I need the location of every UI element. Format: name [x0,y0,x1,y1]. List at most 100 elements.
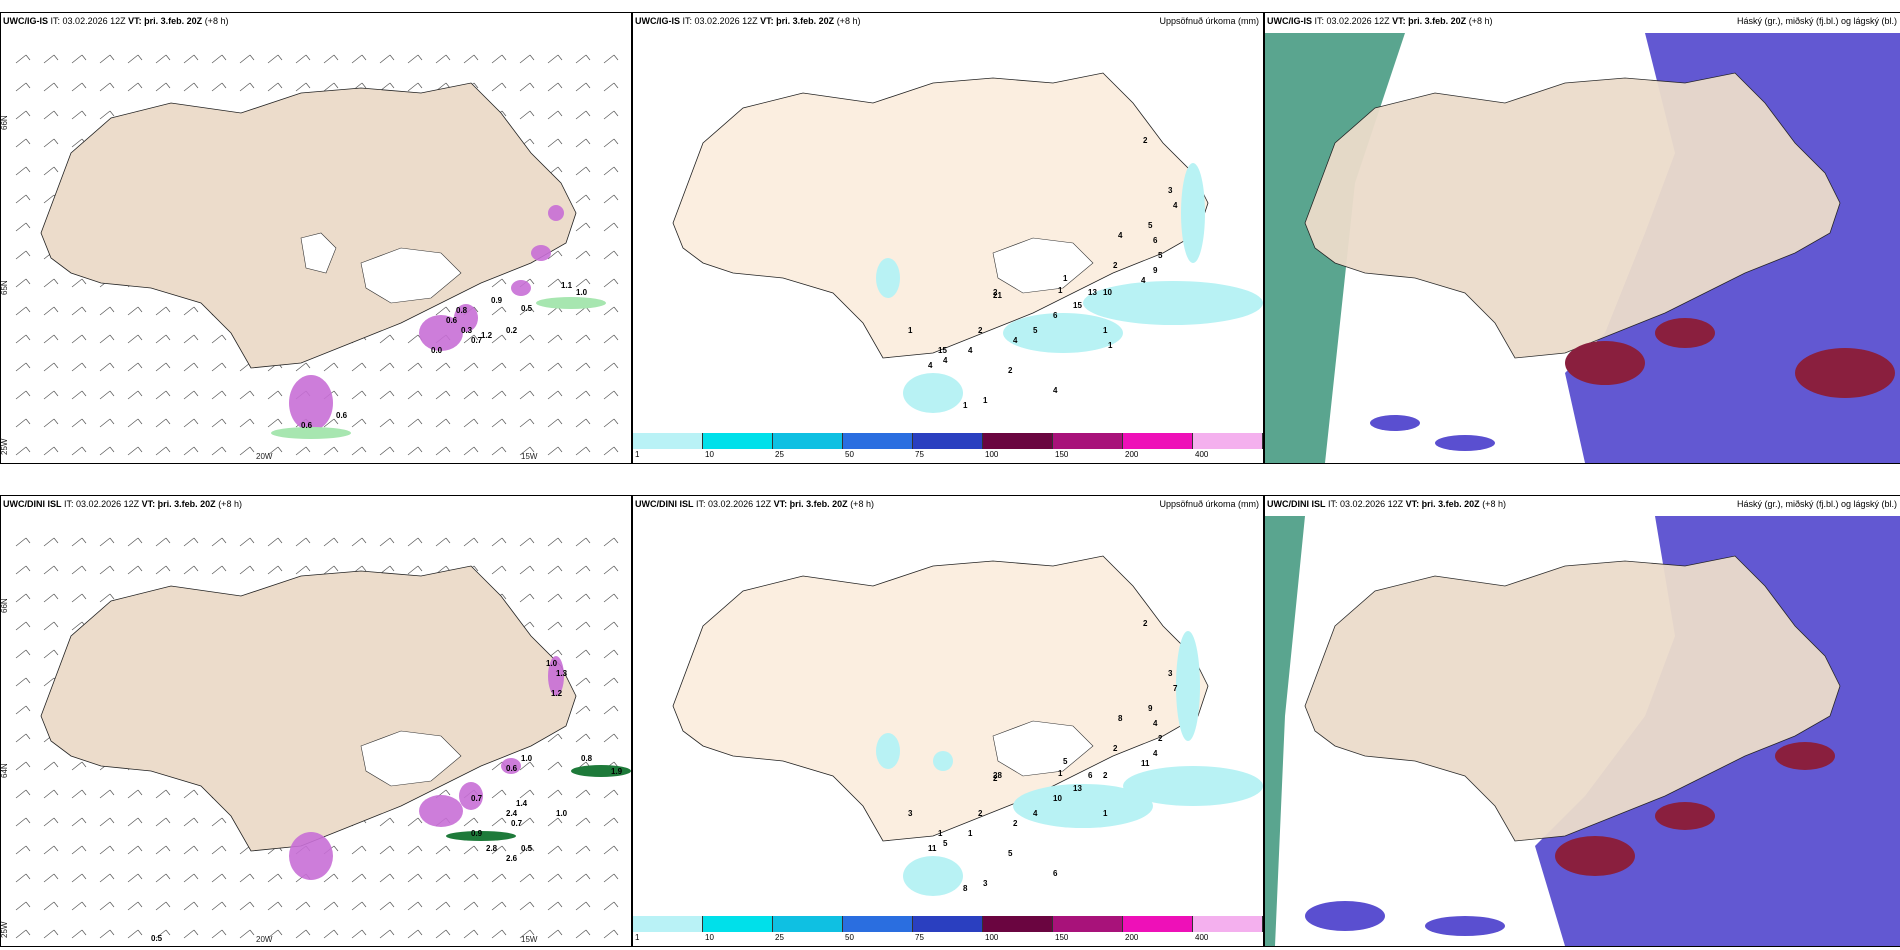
wind-barb [267,390,279,400]
wind-barb-tick [585,873,591,880]
wind-barb [491,901,503,911]
wind-barb [15,250,27,260]
wind-barb-tick [389,873,395,880]
wind-barb-tick [501,929,507,936]
wind-barb [155,54,167,64]
value-label: 10 [1103,288,1112,297]
wind-barb [267,901,279,911]
wind-barb [575,705,587,715]
wind-barb [575,166,587,176]
wind-barb [267,565,279,575]
wind-barb-tick [585,418,591,425]
colorbar-cell [1053,433,1123,449]
wind-barb-tick [529,362,535,369]
wind-barb [71,418,83,428]
wind-barb [71,278,83,288]
wind-barb [15,82,27,92]
wind-barb-tick [137,565,143,572]
cloud-dark [1555,742,1835,876]
wind-barb [127,334,139,344]
wind-barb-tick [193,537,199,544]
wind-barb-tick [389,537,395,544]
wind-barb-tick [501,334,507,341]
wind-barb-tick [473,82,479,89]
cloud-blue-patches [1370,415,1495,451]
wind-barb [211,54,223,64]
wind-barb [15,334,27,344]
colorbar-label: 200 [1125,450,1139,459]
wind-barb [267,929,279,939]
wind-barb-tick [25,733,31,740]
wind-barb-tick [193,334,199,341]
wind-barb [43,677,55,687]
wind-barb-tick [557,82,563,89]
wind-barb [295,82,307,92]
wind-barb [547,418,559,428]
wind-barb [575,194,587,204]
value-label: 0.7 [471,336,483,345]
wind-barb-tick [25,537,31,544]
wind-barb-tick [249,901,255,908]
wind-barb [519,537,531,547]
lat-label-65n: 65N [1,280,9,295]
wind-barb [239,873,251,883]
wind-barb-tick [25,817,31,824]
wind-barb-tick [613,901,619,908]
wind-barb-tick [109,306,115,313]
wind-barb [183,334,195,344]
wind-barb-tick [361,901,367,908]
wind-barb-tick [417,565,423,572]
wind-barb [435,362,447,372]
wind-barb-tick [81,789,87,796]
precip-green [271,297,606,439]
wind-barb-tick [25,677,31,684]
wind-barb [15,110,27,120]
wind-barb-tick [221,54,227,61]
wind-barb [351,362,363,372]
wind-barb-tick [529,873,535,880]
value-label: 5 [1063,757,1068,766]
wind-barb-tick [25,110,31,117]
wind-barb-tick [53,789,59,796]
wind-barb [575,621,587,631]
wind-barb-tick [81,54,87,61]
value-label: 0.5 [151,934,163,943]
wind-barb-tick [109,929,115,936]
wind-barb [127,929,139,939]
colorbar-label: 75 [915,450,924,459]
value-label: 0.5 [521,844,533,853]
wind-barb [547,446,559,456]
value-label: 11 [1141,759,1150,768]
wind-barb [547,901,559,911]
wind-barb [463,334,475,344]
wind-barb [43,649,55,659]
lon-label-15w: 15W [521,452,538,461]
wind-barb-tick [501,845,507,852]
value-label: 8 [1118,714,1123,723]
wind-barb [211,845,223,855]
wind-barb-tick [557,278,563,285]
wind-barb [155,82,167,92]
wind-barb [43,446,55,456]
wind-barb-tick [557,362,563,369]
wind-barb [295,901,307,911]
wind-barb-tick [53,446,59,453]
wind-barb [491,537,503,547]
wind-barb-tick [305,537,311,544]
panel-title: Uppsöfnuð úrkoma (mm) [1159,499,1259,509]
wind-barb-tick [109,418,115,425]
wind-barb-tick [53,82,59,89]
wind-barb [519,334,531,344]
panel-wind-precip-row1: UWC/IG-IS IT: 03.02.2026 12Z VT: þri. 3.… [0,12,632,464]
value-label: 2 [1143,619,1148,628]
wind-barb-tick [585,82,591,89]
wind-barb-tick [613,54,619,61]
wind-barb-tick [557,929,563,936]
wind-barb [99,110,111,120]
wind-barb [379,418,391,428]
wind-barb [575,537,587,547]
colorbar-cell [703,916,773,932]
glacier-vatnajokull [360,247,462,304]
wind-barb-tick [81,110,87,117]
wind-barb-tick [305,446,311,453]
